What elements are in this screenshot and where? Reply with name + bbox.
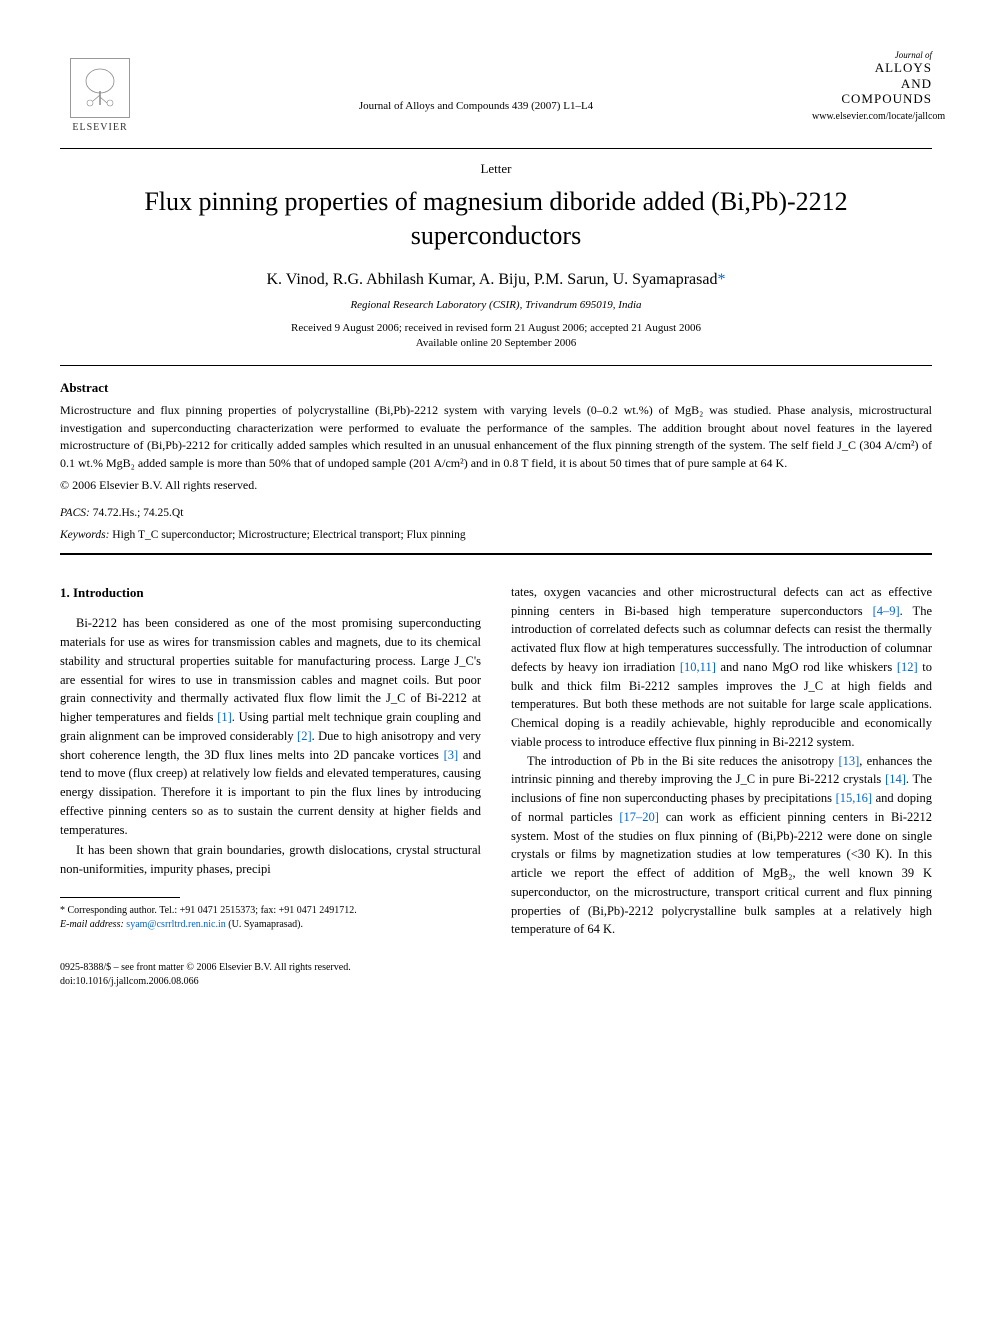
- ref-2[interactable]: [2]: [297, 729, 312, 743]
- center-header: Journal of Alloys and Compounds 439 (200…: [140, 50, 812, 112]
- journal-logo: Journal of ALLOYS AND COMPOUNDS www.else…: [812, 50, 932, 122]
- ref-14[interactable]: [14]: [885, 772, 906, 786]
- footnote-separator: [60, 897, 180, 898]
- affiliation: Regional Research Laboratory (CSIR), Tri…: [60, 299, 932, 311]
- intro-para-2: It has been shown that grain boundaries,…: [60, 841, 481, 879]
- email-address[interactable]: syam@csrrltrd.ren.nic.in: [126, 919, 225, 930]
- column-right: tates, oxygen vacancies and other micros…: [511, 583, 932, 941]
- para1-text-a: Bi-2212 has been considered as one of th…: [60, 616, 481, 724]
- col2-para-1: tates, oxygen vacancies and other micros…: [511, 583, 932, 752]
- ref-3[interactable]: [3]: [444, 748, 459, 762]
- corresponding-author-note: * Corresponding author. Tel.: +91 0471 2…: [60, 904, 481, 918]
- keywords-label: Keywords:: [60, 529, 109, 541]
- col2-p2-e: can work as efficient pinning centers in…: [511, 810, 932, 937]
- ref-13[interactable]: [13]: [838, 754, 859, 768]
- author-list: K. Vinod, R.G. Abhilash Kumar, A. Biju, …: [267, 271, 718, 288]
- pacs-values: 74.72.Hs.; 74.25.Qt: [93, 507, 184, 519]
- intro-para-1: Bi-2212 has been considered as one of th…: [60, 614, 481, 839]
- journal-reference: Journal of Alloys and Compounds 439 (200…: [140, 100, 812, 112]
- elsevier-tree-icon: [70, 58, 130, 118]
- email-line: E-mail address: syam@csrrltrd.ren.nic.in…: [60, 918, 481, 932]
- publisher-logo: ELSEVIER: [60, 50, 140, 140]
- ref-15-16[interactable]: [15,16]: [836, 791, 872, 805]
- abstract-heading: Abstract: [60, 380, 932, 396]
- journal-logo-line2: ALLOYS: [812, 60, 932, 76]
- header-row: ELSEVIER Journal of Alloys and Compounds…: [60, 50, 932, 140]
- journal-url[interactable]: www.elsevier.com/locate/jallcom: [812, 111, 932, 122]
- ref-12[interactable]: [12]: [897, 660, 918, 674]
- article-type: Letter: [60, 161, 932, 177]
- ref-1[interactable]: [1]: [217, 710, 232, 724]
- footer: 0925-8388/$ – see front matter © 2006 El…: [60, 961, 932, 989]
- ref-10-11[interactable]: [10,11]: [680, 660, 716, 674]
- ref-4-9[interactable]: [4–9]: [873, 604, 900, 618]
- article-title: Flux pinning properties of magnesium dib…: [60, 185, 932, 253]
- footer-left: 0925-8388/$ – see front matter © 2006 El…: [60, 961, 351, 989]
- doi[interactable]: doi:10.1016/j.jallcom.2006.08.066: [60, 975, 351, 989]
- journal-logo-line1: Journal of: [812, 50, 932, 60]
- available-date: Available online 20 September 2006: [60, 336, 932, 351]
- article-dates: Received 9 August 2006; received in revi…: [60, 321, 932, 352]
- abstract-text: Microstructure and flux pinning properti…: [60, 402, 932, 472]
- ref-17-20[interactable]: [17–20]: [619, 810, 659, 824]
- issn-line: 0925-8388/$ – see front matter © 2006 El…: [60, 961, 351, 975]
- email-author: (U. Syamaprasad).: [228, 919, 303, 930]
- pacs: PACS: 74.72.Hs.; 74.25.Qt: [60, 507, 932, 519]
- publisher-name: ELSEVIER: [72, 122, 127, 133]
- received-date: Received 9 August 2006; received in revi…: [60, 321, 932, 336]
- keywords-values: High T_C superconductor; Microstructure;…: [112, 529, 465, 541]
- footnote: * Corresponding author. Tel.: +91 0471 2…: [60, 904, 481, 932]
- rule-after-keywords: [60, 553, 932, 555]
- keywords: Keywords: High T_C superconductor; Micro…: [60, 529, 932, 541]
- email-label: E-mail address:: [60, 919, 124, 930]
- body-columns: 1. Introduction Bi-2212 has been conside…: [60, 583, 932, 941]
- copyright: © 2006 Elsevier B.V. All rights reserved…: [60, 478, 932, 493]
- rule-before-abstract: [60, 365, 932, 366]
- corresponding-mark[interactable]: *: [717, 271, 725, 288]
- col2-p1-c: and nano MgO rod like whiskers: [716, 660, 897, 674]
- rule-top: [60, 148, 932, 149]
- col2-p2-a: The introduction of Pb in the Bi site re…: [527, 754, 838, 768]
- journal-logo-line3: AND COMPOUNDS: [812, 76, 932, 107]
- authors: K. Vinod, R.G. Abhilash Kumar, A. Biju, …: [60, 271, 932, 289]
- col2-p1-a: tates, oxygen vacancies and other micros…: [511, 585, 932, 618]
- column-left: 1. Introduction Bi-2212 has been conside…: [60, 583, 481, 941]
- pacs-label: PACS:: [60, 507, 90, 519]
- col2-para-2: The introduction of Pb in the Bi site re…: [511, 752, 932, 940]
- section-1-heading: 1. Introduction: [60, 583, 481, 603]
